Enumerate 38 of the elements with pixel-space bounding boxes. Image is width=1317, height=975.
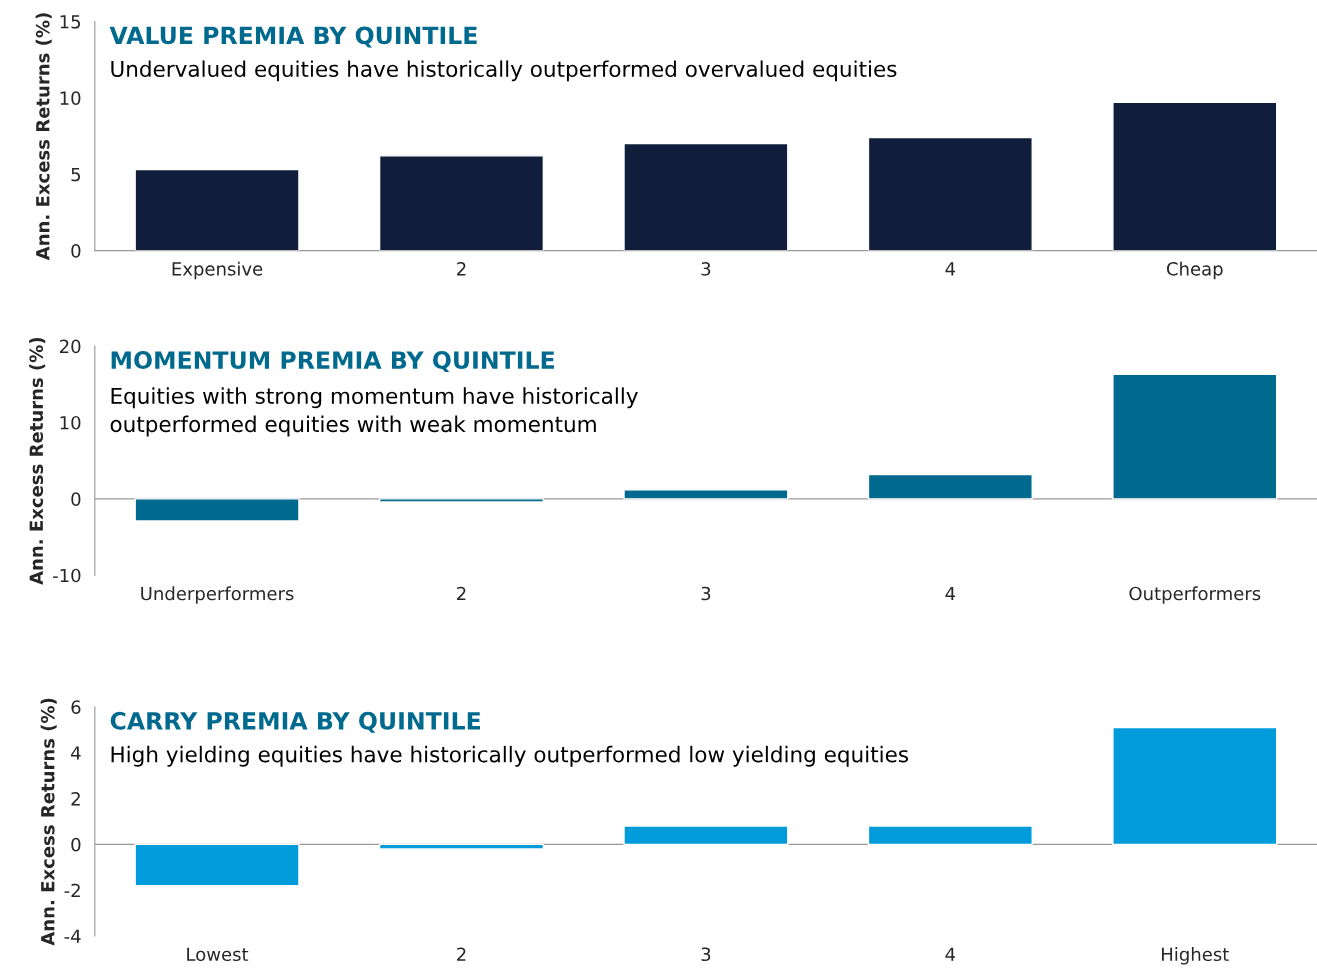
x-tick-label: Underperformers bbox=[141, 586, 294, 604]
x-tick-label: 3 bbox=[701, 586, 711, 601]
y-tick-label: 5 bbox=[71, 167, 81, 182]
chart-title: VALUE PREMIA BY QUINTILE bbox=[109, 26, 477, 48]
y-tick-label: 20 bbox=[59, 339, 81, 354]
y-axis-title: Ann. Excess Returns (%) bbox=[35, 13, 52, 261]
y-tick-label: -4 bbox=[64, 929, 81, 943]
y-tick-label: 4 bbox=[71, 746, 81, 760]
y-tick-label: 2 bbox=[71, 791, 80, 806]
x-tick-label: 2 bbox=[457, 262, 466, 276]
x-tick-label: 4 bbox=[945, 947, 956, 961]
text: Equities with strong momentum have historically outperformed equities with weak momentum bbox=[110, 387, 638, 437]
chart-title: MOMENTUM PREMIA BY QUINTILE bbox=[111, 351, 554, 373]
y-tick-label: -10 bbox=[53, 568, 81, 583]
y-tick-label: -2 bbox=[64, 883, 80, 898]
x-tick-label: 2 bbox=[457, 947, 466, 961]
x-tick-label: Expensive bbox=[172, 261, 263, 280]
y-tick-label: 0 bbox=[71, 244, 81, 258]
y-tick-label: 10 bbox=[60, 415, 81, 430]
x-tick-label: Lowest bbox=[187, 947, 249, 962]
text: Undervalued equities have historically outperformed overvalued equities bbox=[111, 60, 897, 82]
x-tick-label: 4 bbox=[945, 262, 956, 276]
y-tick-label: 0 bbox=[71, 837, 81, 852]
x-tick-label: 4 bbox=[945, 586, 956, 601]
y-axis-title: Ann. Excess Returns (%) bbox=[29, 337, 46, 585]
text: High yielding equities have historically outperformed low yielding equities bbox=[111, 745, 909, 767]
y-axis-title: Ann. Excess Returns (%) bbox=[40, 698, 57, 946]
chart-title: CARRY PREMIA BY QUINTILE bbox=[110, 711, 480, 733]
x-tick-label: Outperformers bbox=[1129, 586, 1261, 604]
y-tick-label: 15 bbox=[60, 15, 81, 29]
x-tick-label: 2 bbox=[457, 586, 466, 601]
y-tick-label: 0 bbox=[71, 492, 81, 506]
x-tick-label: 3 bbox=[701, 262, 711, 276]
x-tick-label: 3 bbox=[701, 947, 711, 962]
x-tick-label: Cheap bbox=[1166, 261, 1223, 280]
x-tick-label: Highest bbox=[1162, 947, 1229, 965]
y-tick-label: 10 bbox=[60, 91, 81, 105]
y-tick-label: 6 bbox=[71, 700, 81, 714]
